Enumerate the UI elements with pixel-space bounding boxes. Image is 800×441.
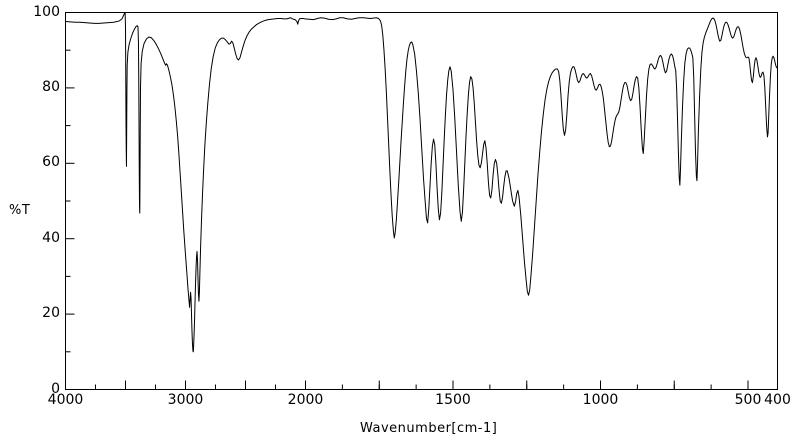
spectrum-trace-group bbox=[65, 12, 778, 353]
y-tick-label: 80 bbox=[42, 78, 60, 95]
x-tick-label: 400 bbox=[764, 392, 791, 408]
y-tick-label: 60 bbox=[42, 154, 60, 171]
y-axis-title: %T bbox=[9, 203, 31, 218]
x-tick-label: 4000 bbox=[47, 392, 84, 408]
x-tick-label: 1000 bbox=[582, 392, 619, 408]
x-axis-title: Wavenumber[cm-1] bbox=[360, 421, 498, 436]
x-tick-label: 1500 bbox=[435, 392, 471, 408]
x-tick-label: 2000 bbox=[287, 392, 324, 408]
y-tick-label: 100 bbox=[33, 3, 60, 20]
spectrum-trace bbox=[65, 12, 778, 353]
x-tick-label: 3000 bbox=[167, 392, 204, 408]
x-axis-ticks bbox=[65, 380, 778, 390]
plot-frame bbox=[65, 12, 778, 390]
x-tick-label: 500 bbox=[734, 392, 762, 408]
y-tick-label: 20 bbox=[42, 305, 60, 322]
y-tick-label: 0 bbox=[51, 380, 60, 397]
y-tick-label: 40 bbox=[42, 229, 60, 246]
y-axis-ticks bbox=[65, 12, 75, 390]
